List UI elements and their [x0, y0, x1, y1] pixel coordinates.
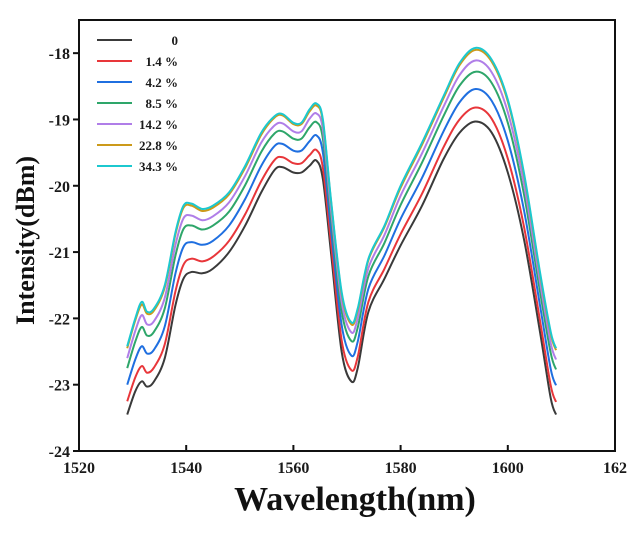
y-tick-label: -21 — [49, 245, 70, 262]
x-tick-label: 1600 — [492, 460, 524, 477]
y-tick-label: -24 — [49, 444, 70, 461]
x-axis-title: Wavelength(nm) — [234, 481, 476, 518]
x-tick-label: 1520 — [63, 460, 95, 477]
plot-frame — [78, 19, 616, 452]
x-tick-label: 1580 — [385, 460, 417, 477]
legend-label: 14.2 % — [139, 117, 178, 132]
x-tick-label: 1560 — [277, 460, 309, 477]
series-line-0 — [126, 120, 557, 415]
series-layer — [126, 46, 557, 415]
series-line-1 — [126, 106, 557, 403]
y-tick-label: -18 — [49, 46, 70, 63]
x-axis: 1520 1540 1560 1580 1600 162 — [63, 445, 627, 477]
y-tick-label: -19 — [49, 112, 70, 129]
legend-label: 22.8 % — [139, 138, 178, 153]
y-axis: -24 -23 -22 -21 -20 -19 -18 — [49, 46, 79, 461]
y-tick-label: -23 — [49, 378, 70, 395]
legend-label: 4.2 % — [146, 75, 179, 90]
series-line-2 — [126, 87, 557, 386]
series-line-3 — [126, 70, 557, 370]
y-tick-label: -20 — [49, 179, 70, 196]
legend-label: 1.4 % — [146, 54, 179, 69]
series-line-6 — [126, 46, 557, 349]
legend: 0 1.4 % 4.2 % 8.5 % 14.2 % 22.8 % 34.3 % — [97, 33, 178, 174]
series-line-4 — [126, 59, 557, 360]
x-tick-label: 162 — [603, 460, 627, 477]
y-tick-label: -22 — [49, 311, 70, 328]
x-tick-label: 1540 — [170, 460, 202, 477]
y-axis-title: Intensity(dBm) — [11, 156, 40, 325]
legend-label: 0 — [172, 33, 179, 48]
legend-label: 8.5 % — [146, 96, 179, 111]
legend-label: 34.3 % — [139, 159, 178, 174]
